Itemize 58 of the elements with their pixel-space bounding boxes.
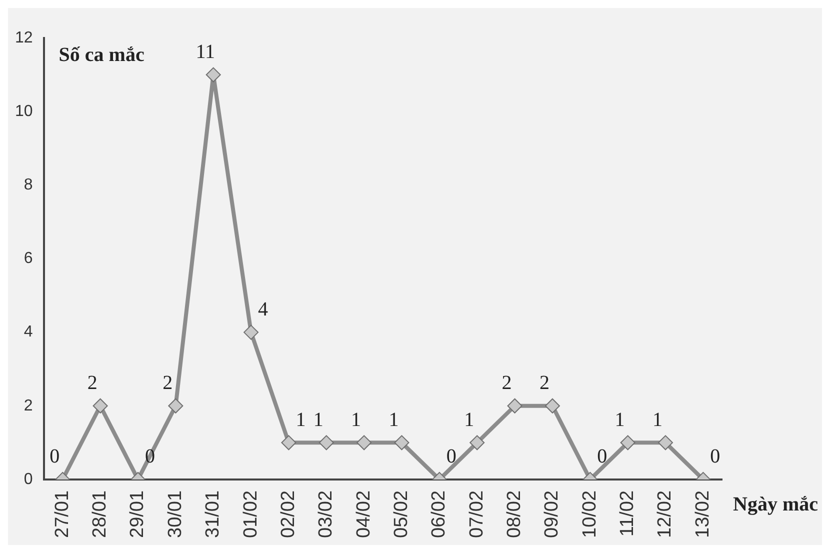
y-tick-label: 10 bbox=[15, 102, 33, 120]
point bbox=[658, 435, 673, 450]
x-tick-label: 30/01 bbox=[164, 490, 186, 538]
point bbox=[244, 324, 259, 340]
x-tick-label: 10/02 bbox=[579, 490, 600, 538]
point bbox=[168, 398, 184, 414]
y-tick-label: 12 bbox=[15, 29, 33, 46]
x-tick-label: 03/02 bbox=[316, 490, 337, 538]
x-tick-label: 08/02 bbox=[504, 490, 526, 538]
x-tick-label: 29/01 bbox=[127, 490, 148, 538]
x-axis-title: Ngày mắc bbox=[733, 494, 818, 516]
data-label: 1 bbox=[464, 408, 474, 431]
data-label: 2 bbox=[502, 372, 512, 394]
data-label: 1 bbox=[351, 408, 362, 431]
data-label: 2 bbox=[539, 372, 550, 394]
data-label: 1 bbox=[296, 408, 306, 431]
x-tick-label: 13/02 bbox=[692, 490, 714, 538]
data-label: 4 bbox=[258, 298, 268, 321]
point bbox=[318, 435, 334, 450]
data-label: 11 bbox=[196, 41, 215, 64]
data-label: 1 bbox=[313, 408, 324, 431]
data-label: 1 bbox=[614, 408, 625, 431]
point bbox=[206, 67, 221, 82]
y-tick-label: 8 bbox=[24, 176, 33, 194]
point bbox=[281, 435, 296, 450]
x-tick-label: 07/02 bbox=[466, 490, 488, 538]
x-tick-label: 11/02 bbox=[617, 490, 638, 537]
point bbox=[620, 435, 636, 450]
x-tick-label: 02/02 bbox=[278, 490, 299, 538]
y-tick-label: 4 bbox=[24, 324, 33, 341]
point bbox=[507, 398, 522, 414]
x-tick-label: 27/01 bbox=[52, 490, 73, 538]
data-label: 0 bbox=[597, 446, 608, 468]
x-tick-label: 09/02 bbox=[542, 490, 563, 538]
data-label: 0 bbox=[446, 446, 456, 468]
x-tick-label: 06/02 bbox=[428, 490, 450, 538]
x-tick-label: 28/01 bbox=[90, 490, 111, 538]
data-label: 1 bbox=[388, 408, 399, 431]
point bbox=[356, 435, 372, 450]
y-axis-title: Số ca mắc bbox=[58, 44, 144, 66]
x-tick-label: 04/02 bbox=[353, 490, 374, 538]
x-tick-label: 31/01 bbox=[202, 490, 224, 538]
point bbox=[544, 398, 560, 414]
x-tick-label: 12/02 bbox=[654, 490, 676, 538]
y-tick-label: 2 bbox=[24, 397, 33, 414]
x-tick-label: 05/02 bbox=[390, 490, 412, 538]
data-label: 2 bbox=[162, 372, 173, 394]
point bbox=[470, 435, 485, 450]
y-tick-label: 0 bbox=[24, 470, 33, 488]
point bbox=[92, 398, 108, 414]
y-tick-label: 6 bbox=[24, 250, 33, 268]
point bbox=[394, 435, 410, 450]
data-label: 1 bbox=[652, 408, 662, 431]
data-label: 0 bbox=[50, 446, 60, 468]
x-tick-label: 01/02 bbox=[240, 490, 262, 538]
data-label: 0 bbox=[144, 446, 155, 468]
data-label: 0 bbox=[710, 446, 720, 468]
data-label: 2 bbox=[87, 372, 98, 394]
